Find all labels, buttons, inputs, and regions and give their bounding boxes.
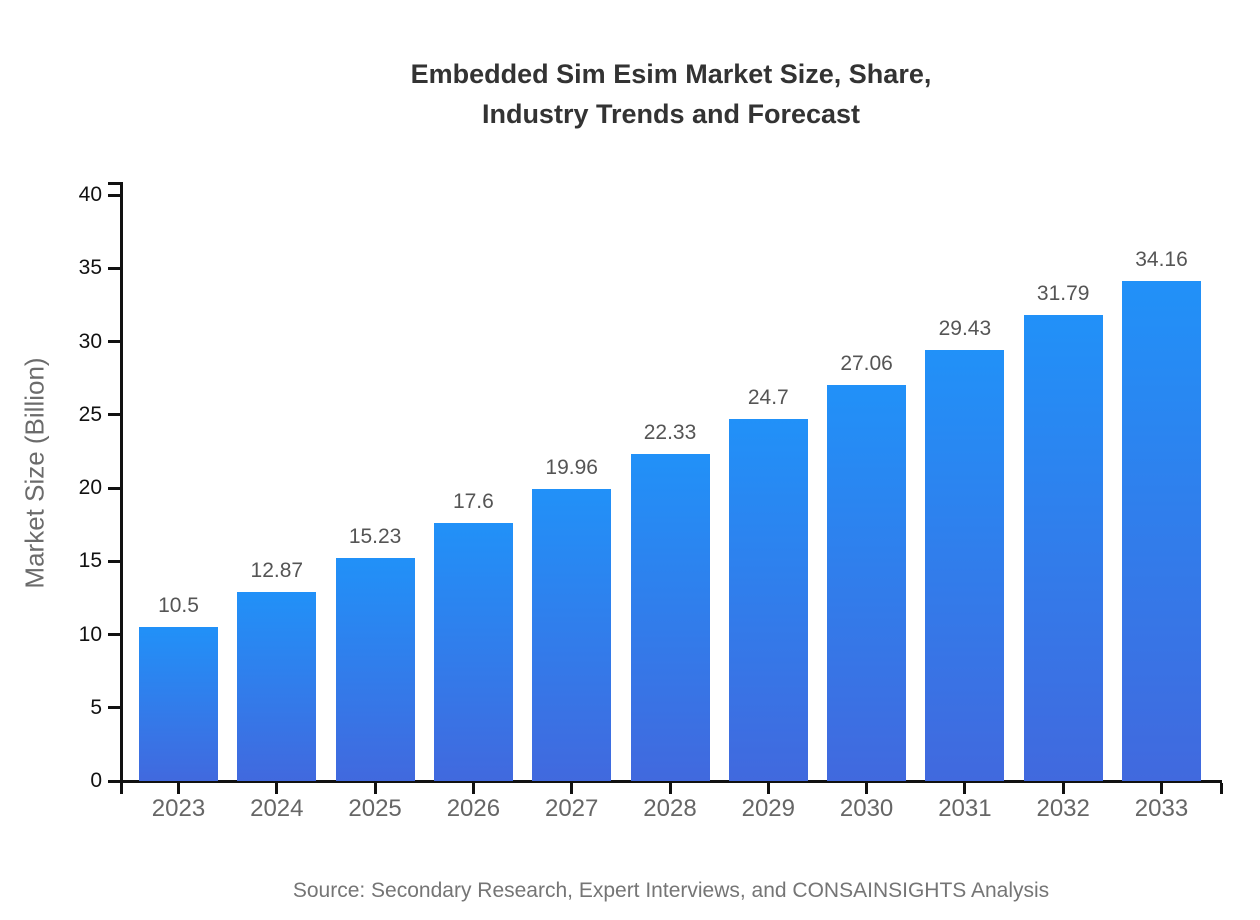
x-tick-label-2025: 2025	[348, 795, 402, 822]
x-tick-label-2029: 2029	[741, 795, 795, 822]
bar-2033	[1122, 280, 1201, 781]
y-tick-label: 30	[78, 329, 102, 353]
x-tick	[766, 783, 770, 794]
y-tick	[108, 559, 122, 563]
x-axis-end-tick	[1220, 783, 1223, 794]
bar-value-label-2032: 31.79	[1036, 282, 1090, 306]
y-tick	[108, 486, 122, 490]
bar-2027	[532, 488, 612, 781]
x-tick	[1061, 783, 1065, 794]
x-tick-label-2032: 2032	[1036, 795, 1090, 822]
x-axis-line	[120, 780, 1222, 783]
bar-value-label-2027: 19.96	[545, 455, 598, 479]
x-tick	[963, 783, 967, 794]
x-tick-label-2030: 2030	[839, 795, 894, 822]
y-tick-label: 10	[78, 622, 102, 646]
bar-value-label-2024: 12.87	[250, 559, 304, 583]
bar-value-label-2033: 34.16	[1135, 247, 1188, 271]
x-tick	[1160, 783, 1163, 794]
bar-value-label-2029: 24.7	[747, 386, 789, 410]
y-tick	[108, 706, 122, 710]
chart-title-line-2: Industry Trends and Forecast	[481, 99, 861, 129]
x-tick-label-2033: 2033	[1134, 795, 1189, 822]
bar-2023	[139, 627, 218, 781]
bar-value-label-2031: 29.43	[938, 316, 992, 340]
y-tick-label: 15	[78, 549, 102, 573]
x-tick	[865, 783, 869, 794]
x-tick	[471, 783, 475, 794]
x-tick-label-2031: 2031	[938, 795, 992, 822]
bar-2032	[1023, 315, 1103, 781]
bar-2030	[827, 384, 907, 781]
bar-value-label-2028: 22.33	[643, 420, 697, 444]
y-tick	[108, 266, 122, 270]
bar-2026	[433, 523, 513, 781]
x-tick-label-2026: 2026	[446, 795, 501, 822]
x-tick-label-2023: 2023	[151, 795, 206, 822]
chart-title-line-1: Embedded Sim Esim Market Size, Share,	[410, 59, 932, 89]
x-axis-start-tick	[120, 783, 123, 794]
y-tick-label: 0	[90, 769, 102, 792]
y-tick	[108, 340, 122, 343]
bar-2024	[237, 592, 317, 781]
bar-value-label-2025: 15.23	[348, 524, 402, 548]
bar-value-label-2030: 27.06	[840, 351, 893, 375]
x-tick-label-2028: 2028	[643, 795, 697, 822]
y-tick-label: 40	[78, 183, 102, 206]
x-tick	[668, 783, 672, 794]
y-tick	[108, 779, 122, 783]
y-tick	[108, 193, 122, 197]
x-tick	[177, 783, 180, 794]
chart-title: Embedded Sim Esim Market Size, Share, In…	[121, 54, 1221, 134]
y-tick-label: 25	[78, 402, 102, 426]
x-tick-label-2024: 2024	[250, 795, 304, 822]
bar-2028	[630, 453, 710, 781]
source-note: Source: Secondary Research, Expert Inter…	[292, 879, 1050, 902]
y-tick-label: 5	[90, 695, 102, 719]
y-tick	[108, 633, 122, 636]
x-tick	[373, 783, 377, 794]
y-axis-end-tick	[108, 182, 120, 185]
x-tick	[570, 783, 574, 794]
x-tick-label-2027: 2027	[544, 795, 599, 822]
x-tick	[275, 783, 279, 794]
y-tick-label: 35	[78, 256, 102, 280]
bar-2025	[335, 557, 415, 781]
bar-2029	[728, 419, 808, 781]
bar-value-label-2026: 17.6	[452, 490, 494, 514]
y-tick-label: 20	[78, 476, 102, 499]
y-tick	[108, 413, 122, 417]
bar-2031	[925, 349, 1005, 781]
y-axis-line	[120, 182, 123, 783]
bar-value-label-2023: 10.5	[158, 594, 199, 618]
